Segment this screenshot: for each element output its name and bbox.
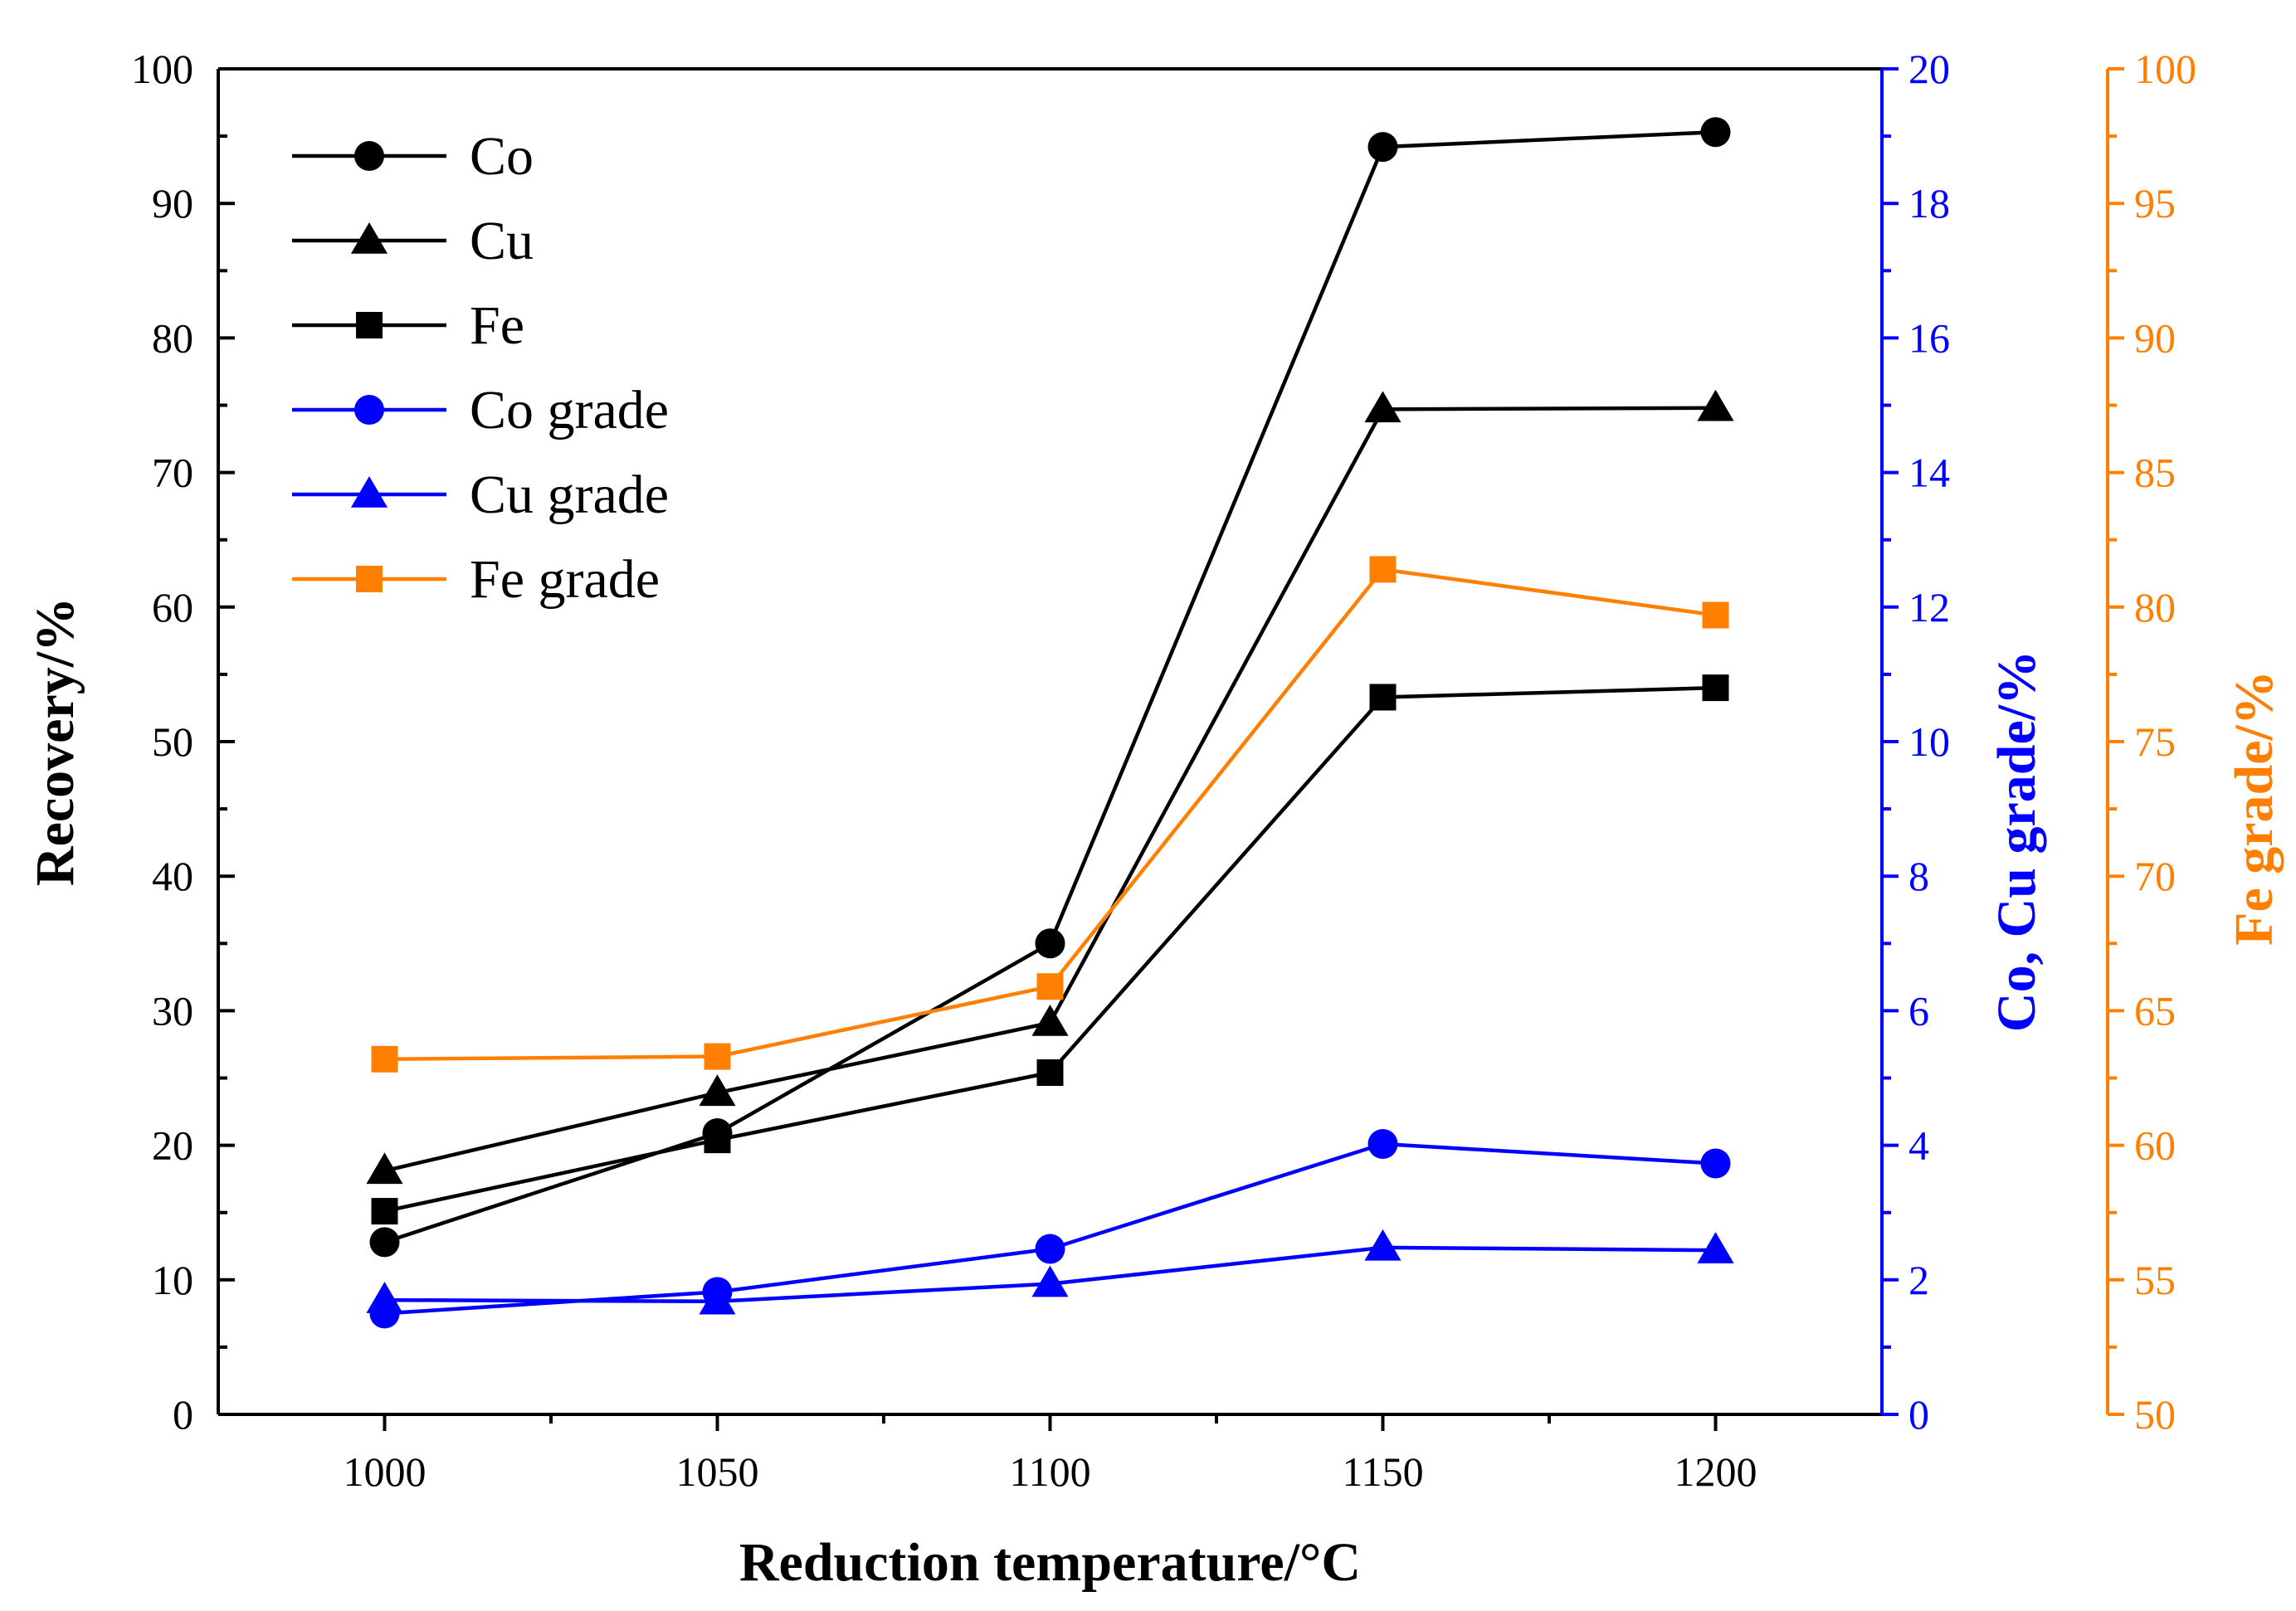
data-point-cu (1364, 391, 1401, 423)
data-point-fe (704, 1127, 731, 1154)
left-y-tick-label: 80 (152, 314, 193, 361)
series-co-grade (369, 1128, 1731, 1329)
data-point-fe (1369, 684, 1397, 711)
data-point-cu (1697, 389, 1734, 421)
data-point-cu-grade (366, 1282, 403, 1313)
x-axis-title: Reduction temperature/°C (739, 1532, 1361, 1593)
legend-item-fe: Fe (292, 295, 524, 356)
left-y-tick-label: 10 (152, 1257, 193, 1303)
legend-marker (354, 395, 384, 425)
legend-marker (350, 475, 388, 508)
left-y-tick-label: 100 (131, 46, 193, 92)
data-point-cu-grade (699, 1282, 736, 1315)
fe-grade-tick-label: 65 (2134, 987, 2176, 1034)
legend-item-co: Co (292, 126, 534, 187)
cocu-grade-tick-label: 0 (1908, 1391, 1929, 1438)
series-lines (366, 117, 1734, 1329)
cocu-grade-tick-label: 20 (1908, 46, 1950, 92)
data-point-co (369, 1227, 400, 1258)
data-point-cu-grade (1697, 1232, 1734, 1263)
data-point-co-grade (1035, 1234, 1065, 1264)
cocu-grade-tick-label: 14 (1908, 450, 1950, 496)
cocu-grade-tick-label: 10 (1908, 718, 1950, 765)
data-point-cu-grade (1364, 1229, 1401, 1261)
legend-item-co-grade: Co grade (292, 380, 669, 440)
legend-marker (356, 566, 383, 592)
data-point-co (1035, 928, 1065, 959)
cocu-grade-tick-label: 12 (1908, 584, 1950, 630)
fe-grade-tick-label: 80 (2134, 584, 2176, 630)
data-point-cu-grade (1031, 1265, 1069, 1297)
data-point-cu (699, 1074, 736, 1107)
cocu-grade-tick-label: 4 (1908, 1122, 1929, 1169)
cocu-grade-tick-label: 18 (1908, 180, 1950, 226)
fe-grade-tick-label: 75 (2134, 718, 2176, 765)
left-y-tick-label: 60 (152, 584, 193, 630)
legend-label: Cu (470, 211, 534, 271)
fe-grade-tick-label: 55 (2134, 1257, 2176, 1303)
x-tick-label: 1100 (1009, 1448, 1090, 1495)
left-y-axis-title: Recovery/% (25, 597, 85, 886)
data-point-fe-grade (1369, 556, 1397, 583)
legend-label: Co grade (470, 380, 669, 440)
legend-marker (356, 312, 383, 338)
left-y-tick-label: 50 (152, 718, 193, 765)
left-y-tick-label: 40 (152, 853, 193, 899)
legend-label: Co (470, 126, 534, 187)
data-point-cu (1031, 1004, 1069, 1036)
data-point-co-grade (1700, 1148, 1731, 1179)
series-fe (371, 674, 1729, 1225)
legend: Co Cu Fe Co grade Cu grade Fe grade (292, 126, 669, 610)
data-point-fe-grade (371, 1045, 398, 1073)
data-point-co (1700, 117, 1731, 148)
fe-grade-tick-label: 95 (2134, 180, 2176, 226)
left-y-tick-label: 20 (152, 1122, 193, 1169)
data-point-fe (371, 1198, 398, 1225)
data-point-fe-grade (1036, 973, 1064, 1000)
legend-item-cu: Cu (292, 211, 534, 271)
fe-grade-axis-title: Fe grade/% (2224, 670, 2284, 946)
cocu-grade-tick-label: 16 (1908, 314, 1950, 361)
x-tick-label: 1000 (344, 1448, 427, 1495)
data-point-fe-grade (1702, 601, 1729, 629)
legend-label: Cu grade (470, 465, 669, 525)
axes: 1000 1050 1100 1150 120001020304050607080901… (25, 46, 2284, 1593)
left-y-tick-label: 0 (173, 1391, 193, 1438)
cocu-grade-tick-label: 8 (1908, 853, 1929, 899)
legend-item-cu-grade: Cu grade (292, 465, 669, 525)
data-point-fe-grade (704, 1043, 731, 1070)
legend-marker (350, 221, 388, 254)
left-y-tick-label: 70 (152, 450, 193, 496)
cocu-grade-axis-title: Co, Cu grade/% (1986, 650, 2047, 1032)
x-tick-label: 1150 (1342, 1448, 1423, 1495)
x-tick-label: 1050 (676, 1448, 759, 1495)
data-point-fe (1702, 674, 1729, 702)
data-point-fe (1036, 1059, 1064, 1087)
fe-grade-tick-label: 90 (2134, 314, 2176, 361)
left-y-tick-label: 30 (152, 987, 193, 1034)
fe-grade-tick-label: 50 (2134, 1391, 2176, 1438)
fe-grade-tick-label: 60 (2134, 1122, 2176, 1169)
series-co (369, 117, 1731, 1258)
data-point-co-grade (1367, 1128, 1398, 1159)
legend-label: Fe (470, 295, 524, 356)
cocu-grade-tick-label: 6 (1908, 987, 1929, 1034)
legend-marker (354, 141, 384, 171)
data-point-cu (366, 1152, 403, 1185)
data-point-co (1367, 132, 1398, 163)
series-cu (366, 389, 1734, 1185)
legend-item-fe-grade: Fe grade (292, 549, 660, 610)
fe-grade-tick-label: 70 (2134, 853, 2176, 899)
series-cu-grade (366, 1229, 1734, 1315)
fe-grade-tick-label: 85 (2134, 450, 2176, 496)
left-y-tick-label: 90 (152, 180, 193, 226)
fe-grade-tick-label: 100 (2134, 46, 2196, 92)
series-fe-grade (371, 556, 1729, 1073)
cocu-grade-tick-label: 2 (1908, 1257, 1929, 1303)
legend-label: Fe grade (470, 549, 660, 610)
x-tick-label: 1200 (1674, 1448, 1757, 1495)
